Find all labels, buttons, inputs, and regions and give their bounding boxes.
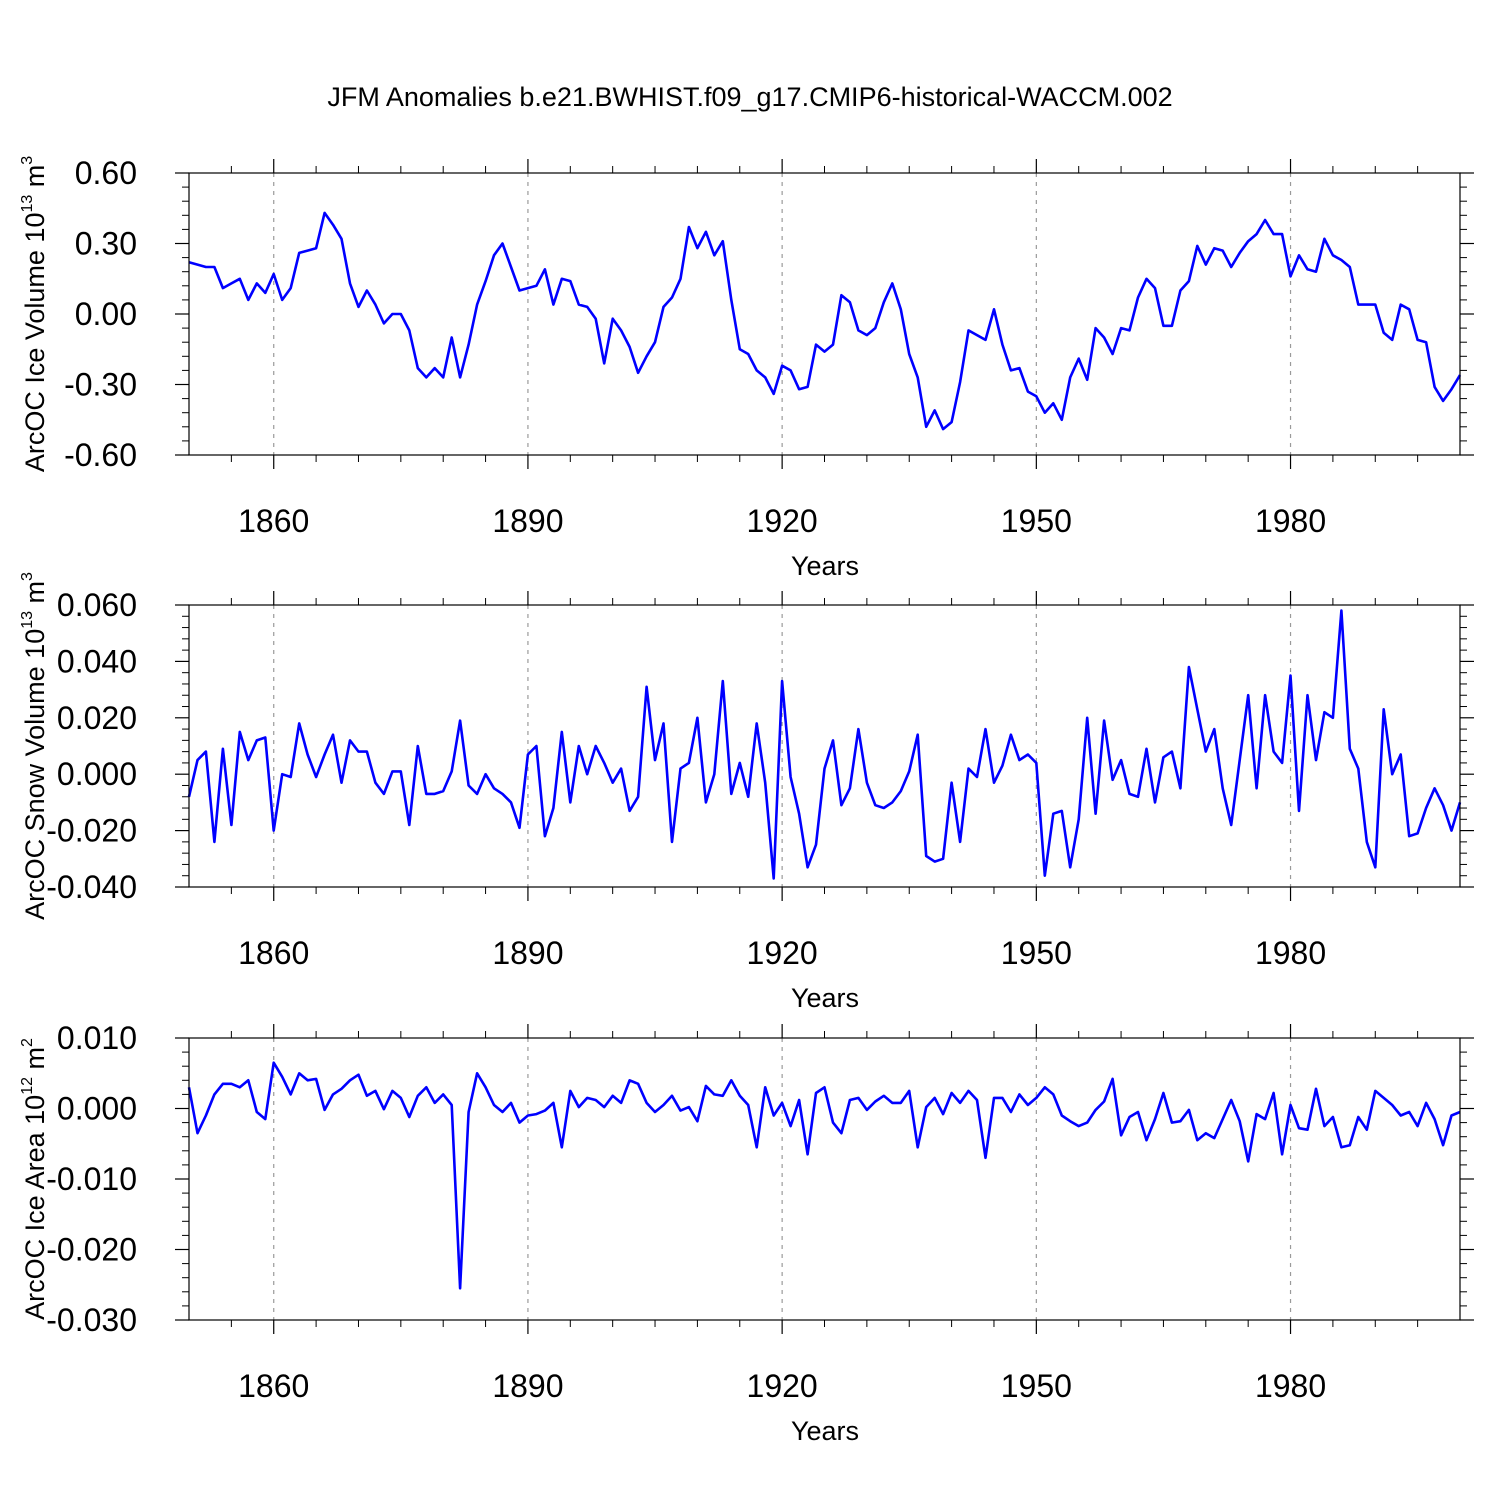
y-tick-label: -0.020	[46, 813, 137, 849]
y-tick-label: 0.00	[75, 296, 137, 332]
plot-frame	[188, 172, 1461, 456]
y-tick-label: 0.000	[57, 756, 137, 792]
panel-snow-volume: 1860 1890 1920 1950 1980 -0.040 -0.020 0.000 0.0…	[19, 572, 1474, 1013]
y-tick-label: 0.040	[57, 643, 137, 679]
y-tick-label: -0.030	[46, 1302, 137, 1338]
y-tick-label: -0.020	[46, 1232, 137, 1268]
x-tick-label: 1980	[1255, 503, 1326, 539]
x-axis-title: Years	[791, 551, 859, 581]
panels: 1860 1890 1920 1950 1980 -0.60 -0.30 0.00 0.30 0.…	[19, 155, 1474, 1446]
y-tick-label: -0.040	[46, 869, 137, 905]
y-tick-label: 0.010	[57, 1020, 137, 1056]
x-tick-label: 1980	[1255, 1368, 1326, 1404]
x-tick-label: 1950	[1001, 935, 1072, 971]
y-axis-title: ArcOC Ice Area 1012 m2	[19, 1038, 50, 1320]
x-axis-title: Years	[791, 983, 859, 1013]
plot-frame	[188, 1037, 1461, 1321]
panel-ice-area: 1860 1890 1920 1950 1980 -0.030 -0.020 -0.010 0.…	[19, 1020, 1474, 1446]
x-axis-title: Years	[791, 1416, 859, 1446]
series-line-snow-volume	[187, 609, 1462, 880]
panel-ice-volume: 1860 1890 1920 1950 1980 -0.60 -0.30 0.00 0.30 0.…	[19, 155, 1474, 581]
x-tick-label: 1890	[492, 1368, 563, 1404]
x-tick-label: 1950	[1001, 1368, 1072, 1404]
x-tick-label: 1860	[238, 1368, 309, 1404]
x-tick-label: 1860	[238, 503, 309, 539]
y-tick-label: 0.020	[57, 700, 137, 736]
plot-frame	[188, 604, 1461, 888]
series-line-ice-area	[187, 1061, 1461, 1290]
x-tick-label: 1920	[747, 1368, 818, 1404]
y-axis-title: ArcOC Snow Volume 1013 m3	[19, 572, 50, 920]
x-tick-label: 1890	[492, 503, 563, 539]
y-tick-label: 0.60	[75, 155, 137, 191]
y-axis-title: ArcOC Ice Volume 1013 m3	[19, 156, 50, 472]
x-tick-label: 1920	[747, 503, 818, 539]
series-line-ice-volume	[188, 211, 1462, 431]
x-tick-label: 1860	[238, 935, 309, 971]
x-tick-label: 1950	[1001, 503, 1072, 539]
y-tick-label: -0.010	[46, 1161, 137, 1197]
y-tick-label: -0.30	[64, 367, 137, 403]
x-tick-label: 1920	[747, 935, 818, 971]
y-tick-label: -0.60	[64, 437, 137, 473]
chart-title: JFM Anomalies b.e21.BWHIST.f09_g17.CMIP6…	[327, 82, 1172, 112]
x-tick-label: 1890	[492, 935, 563, 971]
x-tick-label: 1980	[1255, 935, 1326, 971]
y-tick-label: 0.060	[57, 587, 137, 623]
y-tick-label: 0.30	[75, 226, 137, 262]
y-tick-label: 0.000	[57, 1091, 137, 1127]
